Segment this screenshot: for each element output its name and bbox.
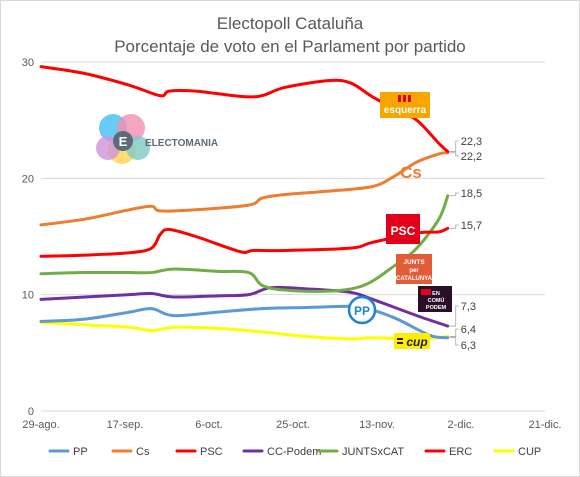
- series-line-cs: [39, 151, 450, 227]
- esquerra-stripe-3: [408, 95, 411, 102]
- end-label-leader-juntsxcat: [449, 192, 459, 197]
- esquerra-stripe-1: [398, 95, 401, 102]
- end-label-cs: 22,2: [461, 151, 482, 163]
- pp-logo: PP: [347, 295, 377, 325]
- legend-label-psc: PSC: [200, 446, 223, 458]
- junts-logo-line1: JUNTS: [403, 259, 425, 266]
- end-label-cc-podem: 7,3: [461, 301, 476, 313]
- series-line-cc-podem: [39, 285, 450, 328]
- y-tick-label: 0: [28, 406, 34, 418]
- series-line-pp: [39, 304, 450, 340]
- gridlines: [41, 61, 545, 412]
- y-tick-label: 20: [22, 173, 34, 185]
- end-label-leader-cs: [449, 152, 459, 157]
- electomania-logo: E ELECTOMANIA: [96, 114, 218, 164]
- legend-label-juntsxcat: JUNTSxCAT: [342, 446, 404, 458]
- junts-logo: JUNTS per CATALUNYA: [396, 254, 433, 284]
- end-label-cup: 6,4: [461, 324, 476, 336]
- y-axis-ticks: 0 10 20 30: [22, 57, 34, 418]
- cs-logo-text: Cs: [400, 163, 422, 182]
- series-lines: [39, 65, 450, 341]
- end-label-psc: 15,7: [461, 220, 482, 232]
- y-tick-label: 10: [22, 290, 34, 302]
- x-tick-label: 21-dic.: [528, 419, 561, 431]
- pp-logo-ring: [347, 295, 377, 325]
- x-tick-label: 2-dic.: [448, 419, 475, 431]
- podem-logo-line2: COMÚ: [428, 297, 445, 304]
- cup-logo-bg: [394, 333, 430, 349]
- x-axis-ticks: 29-ago. 17-sep. 6-oct. 25-oct. 13-nov. 2-dic.…: [22, 419, 561, 431]
- end-label-leader-cc-podem: [449, 305, 459, 327]
- cup-logo-bar-1: [397, 338, 403, 340]
- psc-logo-bg: [386, 214, 420, 244]
- esquerra-logo-text: esquerra: [384, 105, 427, 116]
- y-tick-label: 30: [22, 57, 34, 69]
- podem-logo-mark: [421, 289, 431, 295]
- psc-logo: PSC: [386, 214, 420, 244]
- junts-logo-line2: per: [409, 268, 419, 274]
- chart-subtitle: Porcentaje de voto en el Parlament por p…: [114, 37, 466, 56]
- end-label-leader-erc: [449, 140, 459, 152]
- end-value-labels: 6,3 22,2 15,7 7,3 18,5 22,3 6,4: [449, 136, 482, 352]
- cup-logo-bar-2: [397, 342, 403, 344]
- chart-title: Electopoll Cataluña: [217, 14, 364, 33]
- end-label-leader-cup: [449, 328, 459, 337]
- legend-label-cc-podem: CC-Podem: [267, 446, 321, 458]
- series-line-juntsxcat: [39, 194, 450, 293]
- x-tick-label: 17-sep.: [107, 419, 144, 431]
- cup-logo-text: cup: [406, 335, 427, 349]
- x-tick-label: 13-nov.: [359, 419, 395, 431]
- electomania-wordmark: ELECTOMANIA: [145, 138, 218, 149]
- junts-logo-line3: CATALUNYA: [396, 276, 433, 282]
- legend-label-cs: Cs: [136, 446, 150, 458]
- podem-logo-line3: PODEM: [426, 305, 447, 311]
- x-tick-label: 29-ago.: [22, 419, 59, 431]
- end-label-pp: 6,3: [461, 340, 476, 352]
- cs-logo: Cs: [400, 163, 422, 182]
- series-line-cup: [39, 321, 450, 341]
- psc-logo-text: PSC: [391, 224, 416, 238]
- legend-label-erc: ERC: [449, 446, 472, 458]
- end-label-leader-pp: [449, 337, 459, 346]
- esquerra-stripe-2: [403, 95, 406, 102]
- junts-logo-bg: [396, 254, 432, 284]
- chart-titles: Electopoll Cataluña Porcentaje de voto e…: [114, 14, 466, 56]
- esquerra-logo: esquerra: [380, 92, 430, 118]
- end-label-leader-psc: [449, 224, 459, 229]
- x-tick-label: 25-oct.: [276, 419, 310, 431]
- legend-label-pp: PP: [73, 446, 88, 458]
- x-tick-label: 6-oct.: [195, 419, 223, 431]
- comu-podem-logo: EN COMÚ PODEM: [418, 286, 452, 312]
- logo-center: [113, 131, 133, 151]
- pp-logo-text: PP: [354, 304, 370, 318]
- podem-logo-line1: EN: [432, 291, 440, 297]
- end-label-erc: 22,3: [461, 136, 482, 148]
- end-label-juntsxcat: 18,5: [461, 188, 482, 200]
- electomania-letter: E: [119, 134, 128, 149]
- legend-label-cup: CUP: [518, 446, 541, 458]
- legend: PP Cs PSC CC-Podem JUNTSxCAT ERC CUP: [48, 446, 541, 458]
- cup-logo: cup: [394, 333, 430, 349]
